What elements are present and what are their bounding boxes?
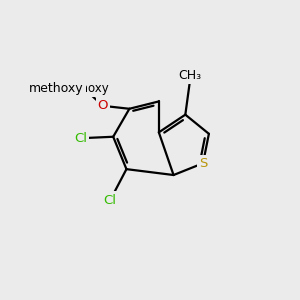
Text: Cl: Cl xyxy=(74,132,87,145)
Text: methoxy: methoxy xyxy=(58,82,110,95)
Text: Cl: Cl xyxy=(104,194,117,207)
Text: methoxy: methoxy xyxy=(29,82,84,95)
Text: S: S xyxy=(199,157,207,170)
Text: O: O xyxy=(98,99,108,112)
Text: CH₃: CH₃ xyxy=(178,69,201,82)
